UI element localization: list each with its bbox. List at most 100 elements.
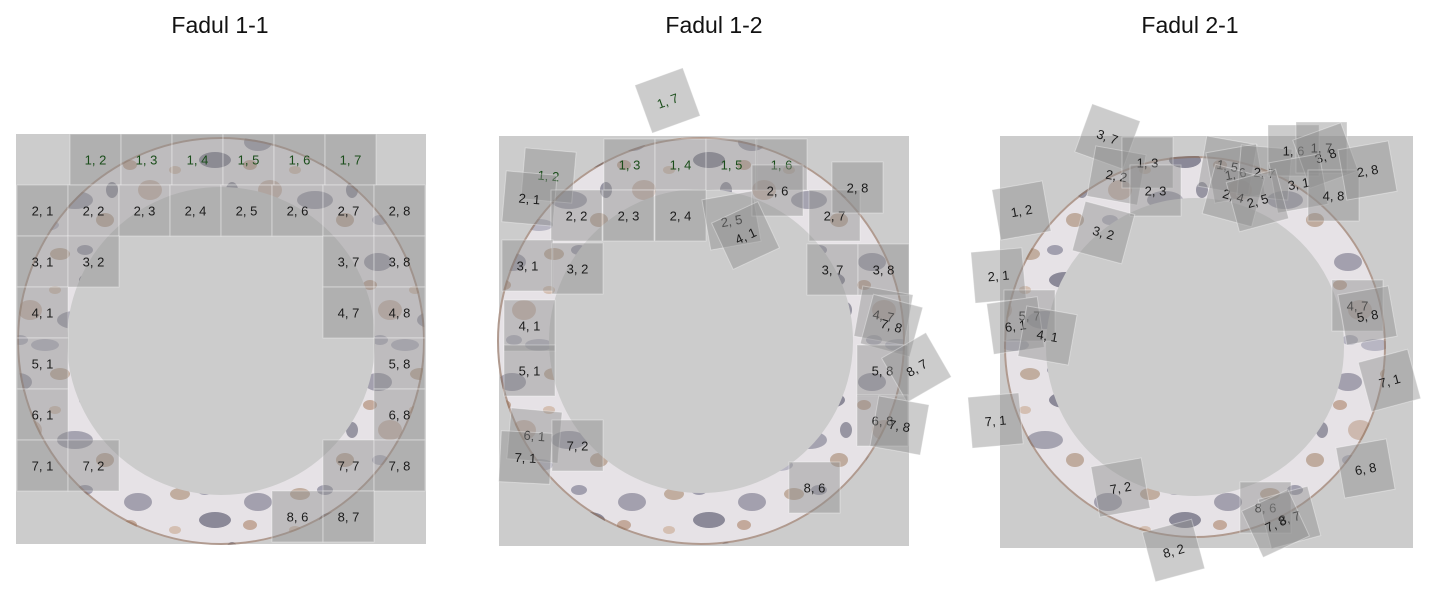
tile-box [991,180,1052,241]
tile-box [373,286,426,339]
tile: 2, 8 [373,184,426,237]
tile: 5, 8 [373,337,426,390]
tile: 2, 3 [1129,164,1182,217]
tile-box [1295,121,1348,174]
tile-box [373,184,426,237]
tile-label: 2, 4 [185,204,207,219]
tile-box [853,285,914,346]
tile-box [501,170,558,227]
tile: 1, 4 [171,133,224,186]
tile: 4, 1 [503,299,556,352]
core-ring [17,137,425,545]
tile-box [1141,518,1206,583]
tile-label: 4, 7 [1347,299,1369,314]
tile-label: 8, 7 [338,510,360,525]
tile: 5, 8 [856,344,909,397]
tile-label: 5, 7 [1019,309,1041,324]
panel-title: Fadul 2-1 [1141,12,1239,38]
tile-box [857,243,910,296]
tile: 1, 5 [222,133,275,186]
tile-label: 2, 4 [670,209,692,224]
tile-box [1121,136,1174,189]
tile-box [1071,200,1136,265]
tile: 1, 5 [705,138,758,191]
tile-label: 2, 8 [389,204,411,219]
tile-label: 2, 1 [518,191,541,208]
tile-box [1257,485,1322,550]
core-ring [497,137,905,545]
tile-box [551,419,604,472]
tile-label: 2, 6 [287,204,309,219]
tile: 8, 6 [788,461,841,514]
tile-box [322,286,375,339]
tile: 2, 5 [701,190,762,251]
tile-box [16,388,69,441]
ring-band [497,137,905,545]
tile-box [1337,140,1398,201]
tile-label: 5, 8 [872,364,894,379]
tile: 1, 6 [1267,124,1320,177]
tile: 2, 2 [1086,145,1147,206]
tile-box [1236,144,1293,201]
tile-label: 1, 5 [1215,157,1239,176]
tile-box [634,67,701,134]
tile-box [171,133,224,186]
core-ring [1004,156,1386,538]
tile-label: 3, 8 [389,255,411,270]
ring-band [17,137,425,545]
tile-box [1337,285,1398,346]
tile-label: 2, 1 [32,204,54,219]
tile: 4, 8 [373,286,426,339]
tile: 7, 8 [869,395,930,456]
tile: 5, 1 [16,337,69,390]
tile: 1, 2 [520,147,577,204]
tile-box [520,147,577,204]
tile-box [654,138,707,191]
tile-diagram: 1, 2 1, 3 1, 4 1, 5 1, 6 1, 7 2, 1 2, 2 2, 3 2, 4… [16,133,426,545]
tile: 7, 2 [67,439,120,492]
tile-label: 4, 1 [1035,327,1059,346]
tile: 2, 8 [1337,140,1398,201]
tile-label: 2, 7 [338,204,360,219]
tile: 2, 3 [602,189,655,242]
tile: 2, 6 [751,164,804,217]
tile: 1, 7 [1295,121,1348,174]
tile-label: 6, 8 [872,414,894,429]
tile-label: 4, 1 [32,306,54,321]
tile-label: 2, 6 [767,184,789,199]
tile: 1, 2 [991,180,1052,241]
tile-box [503,344,556,397]
tile-box [967,392,1024,449]
tile: 7, 8 [373,439,426,492]
tile: 6, 1 [506,407,563,464]
tile: 8, 7 [880,331,953,404]
tile-box [788,461,841,514]
tile-label: 1, 6 [289,153,311,168]
tile-box [1090,457,1151,518]
tile-label: 2, 2 [83,204,105,219]
tile: 7, 1 [967,392,1024,449]
tile-box [169,184,222,237]
tile-label: 7, 7 [338,459,360,474]
tile-label: 1, 7 [655,90,681,112]
tile-box [1268,153,1329,214]
tile: 6, 1 [986,296,1045,355]
tile-label: 7, 1 [984,413,1007,430]
ring-outer-rim [497,137,905,545]
tile-label: 2, 3 [134,204,156,219]
tile: 1, 2 [69,133,122,186]
tile-label: 3, 8 [1313,145,1339,167]
tile: 2, 1 [501,170,558,227]
tile: 2, 2 [550,189,603,242]
tile-label: 1, 6 [1224,165,1248,184]
tile-label: 6, 8 [389,408,411,423]
tile-label: 3, 8 [873,263,895,278]
tile-box [1003,289,1056,342]
tile-label: 7, 1 [1377,371,1402,391]
tile-box [273,133,326,186]
tile-label: 2, 8 [847,181,869,196]
tile: 2, 5 [220,184,273,237]
tile-box [710,200,781,271]
tile: 5, 7 [1003,289,1056,342]
tile-box [120,133,173,186]
